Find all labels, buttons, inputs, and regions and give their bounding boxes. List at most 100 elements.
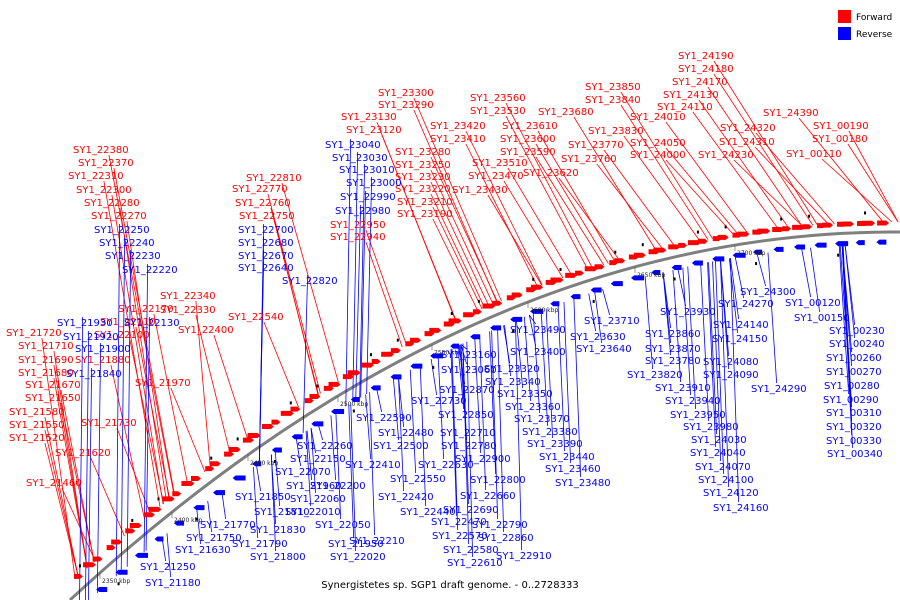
reverse-leader-line: [120, 236, 126, 572]
reverse-gene-label: SY1_23340: [485, 377, 541, 388]
reverse-gene-label: SY1_00290: [823, 395, 879, 406]
reverse-leader-line: [306, 430, 313, 481]
forward-gene-feature: [390, 348, 401, 354]
forward-gene-label: SY1_22950: [330, 220, 386, 231]
reverse-gene-label: SY1_21920: [63, 332, 119, 343]
kbp-tick-label: 2700 kbp: [737, 250, 765, 257]
reverse-leader-line: [497, 327, 505, 533]
feature-marker: [195, 517, 198, 521]
reverse-gene-label: SY1_22990: [340, 192, 396, 203]
reverse-gene-label: SY1_24070: [695, 462, 751, 473]
feature-marker: [477, 299, 480, 303]
reverse-leader-line: [460, 344, 468, 441]
forward-leader-line: [465, 143, 539, 288]
reverse-gene-label: SY1_21840: [66, 369, 122, 380]
forward-leader-line: [103, 180, 161, 507]
forward-gene-feature: [594, 264, 605, 270]
forward-gene-label: SY1_24390: [763, 108, 819, 119]
reverse-gene-label: SY1_22870: [439, 385, 495, 396]
forward-gene-label: SY1_00190: [813, 121, 869, 132]
reverse-gene-label: SY1_24300: [740, 287, 796, 298]
forward-gene-label: SY1_23280: [395, 147, 451, 158]
forward-leader-line: [365, 241, 403, 348]
reverse-leader-line: [474, 338, 482, 454]
reverse-gene-label: SY1_22480: [378, 428, 434, 439]
reverse-gene-feature: [252, 461, 262, 467]
forward-leader-line: [430, 193, 486, 309]
reverse-gene-label: SY1_22420: [378, 492, 434, 503]
forward-gene-label: SY1_21710: [18, 341, 74, 352]
forward-gene-feature: [757, 228, 771, 234]
forward-gene-label: SY1_24180: [678, 64, 734, 75]
forward-gene-feature: [328, 381, 341, 387]
reverse-leader-line: [715, 260, 725, 475]
legend-forward-label: Forward: [856, 13, 892, 23]
forward-leader-line: [60, 402, 95, 563]
reverse-gene-label: SY1_22060: [290, 494, 346, 505]
forward-leader-line: [798, 117, 884, 223]
reverse-gene-label: SY1_22610: [447, 558, 503, 569]
reverse-gene-label: SY1_22680: [238, 238, 294, 249]
reverse-leader-line: [393, 378, 400, 441]
reverse-leader-line: [672, 269, 682, 383]
reverse-gene-label: SY1_24120: [703, 488, 759, 499]
reverse-gene-label: SY1_22820: [282, 276, 338, 287]
reverse-leader-line: [479, 335, 487, 491]
reverse-gene-feature: [291, 434, 303, 440]
feature-marker: [808, 214, 811, 218]
reverse-gene-feature: [311, 421, 324, 427]
forward-gene-label: SY1_21550: [9, 420, 65, 431]
forward-gene-label: SY1_00110: [786, 149, 842, 160]
reverse-gene-label: SY1_21800: [250, 552, 306, 563]
feature-marker: [210, 456, 213, 460]
forward-leader-line: [755, 132, 835, 225]
forward-leader-line: [487, 194, 543, 286]
feature-marker: [117, 582, 120, 586]
forward-leader-line: [505, 102, 593, 269]
reverse-leader-line: [708, 262, 718, 435]
forward-gene-label: SY1_23220: [395, 184, 451, 195]
feature-marker: [396, 338, 399, 342]
feature-marker: [432, 365, 435, 369]
forward-gene-label: SY1_22110: [100, 317, 156, 328]
forward-gene-feature: [129, 522, 142, 528]
forward-leader-line: [603, 149, 676, 247]
reverse-leader-line: [588, 293, 597, 332]
reverse-gene-feature: [835, 241, 849, 247]
reverse-leader-line: [682, 267, 692, 396]
reverse-leader-line: [573, 298, 582, 478]
reverse-gene-feature: [450, 343, 460, 349]
forward-gene-label: SY1_23850: [585, 82, 641, 93]
forward-gene-label: SY1_21580: [9, 407, 65, 418]
forward-gene-label: SY1_22280: [84, 198, 140, 209]
forward-leader-line: [129, 339, 165, 504]
feature-marker: [131, 518, 134, 522]
forward-gene-label: SY1_23420: [430, 121, 486, 132]
forward-leader-line: [713, 60, 818, 226]
reverse-gene-feature: [631, 275, 645, 281]
reverse-leader-line: [126, 249, 132, 567]
forward-gene-feature: [172, 491, 182, 497]
forward-leader-line: [430, 169, 494, 305]
reverse-gene-label: SY1_23040: [325, 140, 381, 151]
forward-leader-line: [44, 416, 79, 577]
forward-gene-label: SY1_23230: [395, 172, 451, 183]
reverse-gene-label: SY1_23480: [555, 478, 611, 489]
feature-marker: [450, 311, 453, 315]
kbp-tick-label: 2450 kbp: [250, 460, 278, 467]
reverse-gene-label: SY1_22670: [238, 251, 294, 262]
reverse-gene-label: SY1_22550: [390, 474, 446, 485]
forward-gene-label: SY1_21720: [6, 328, 62, 339]
reverse-leader-line: [258, 261, 265, 463]
forward-gene-feature: [309, 394, 321, 400]
reverse-gene-label: SY1_22690: [443, 505, 499, 516]
reverse-gene-label: SY1_24290: [751, 384, 807, 395]
kbp-tick-label: 2500 kbp: [340, 401, 368, 408]
forward-leader-line: [503, 180, 564, 279]
reverse-leader-line: [196, 509, 202, 545]
reverse-leader-line: [352, 151, 359, 403]
reverse-gene-label: SY1_00150: [794, 313, 850, 324]
forward-gene-feature: [550, 277, 564, 283]
feature-marker: [78, 564, 81, 568]
feature-marker: [316, 384, 319, 388]
